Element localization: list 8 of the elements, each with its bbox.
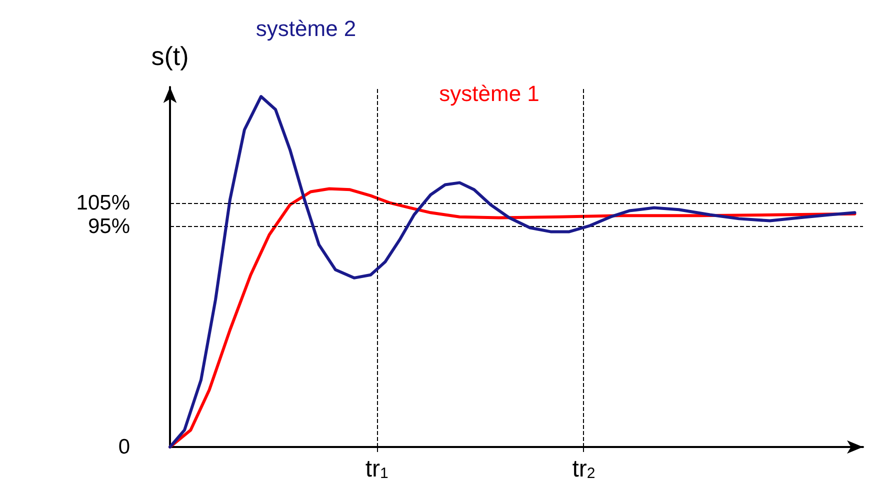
y-tick-label: 95% xyxy=(88,214,130,238)
x-tick-label: tr2 xyxy=(572,456,596,482)
text: système 1 xyxy=(439,81,540,106)
y-axis-title: s(t) xyxy=(151,41,189,71)
y-tick-label: 0 xyxy=(118,436,130,458)
y-tick-label: 105% xyxy=(76,192,130,215)
text: système 2 xyxy=(256,16,356,42)
x-tick-label: tr1 xyxy=(365,456,388,482)
